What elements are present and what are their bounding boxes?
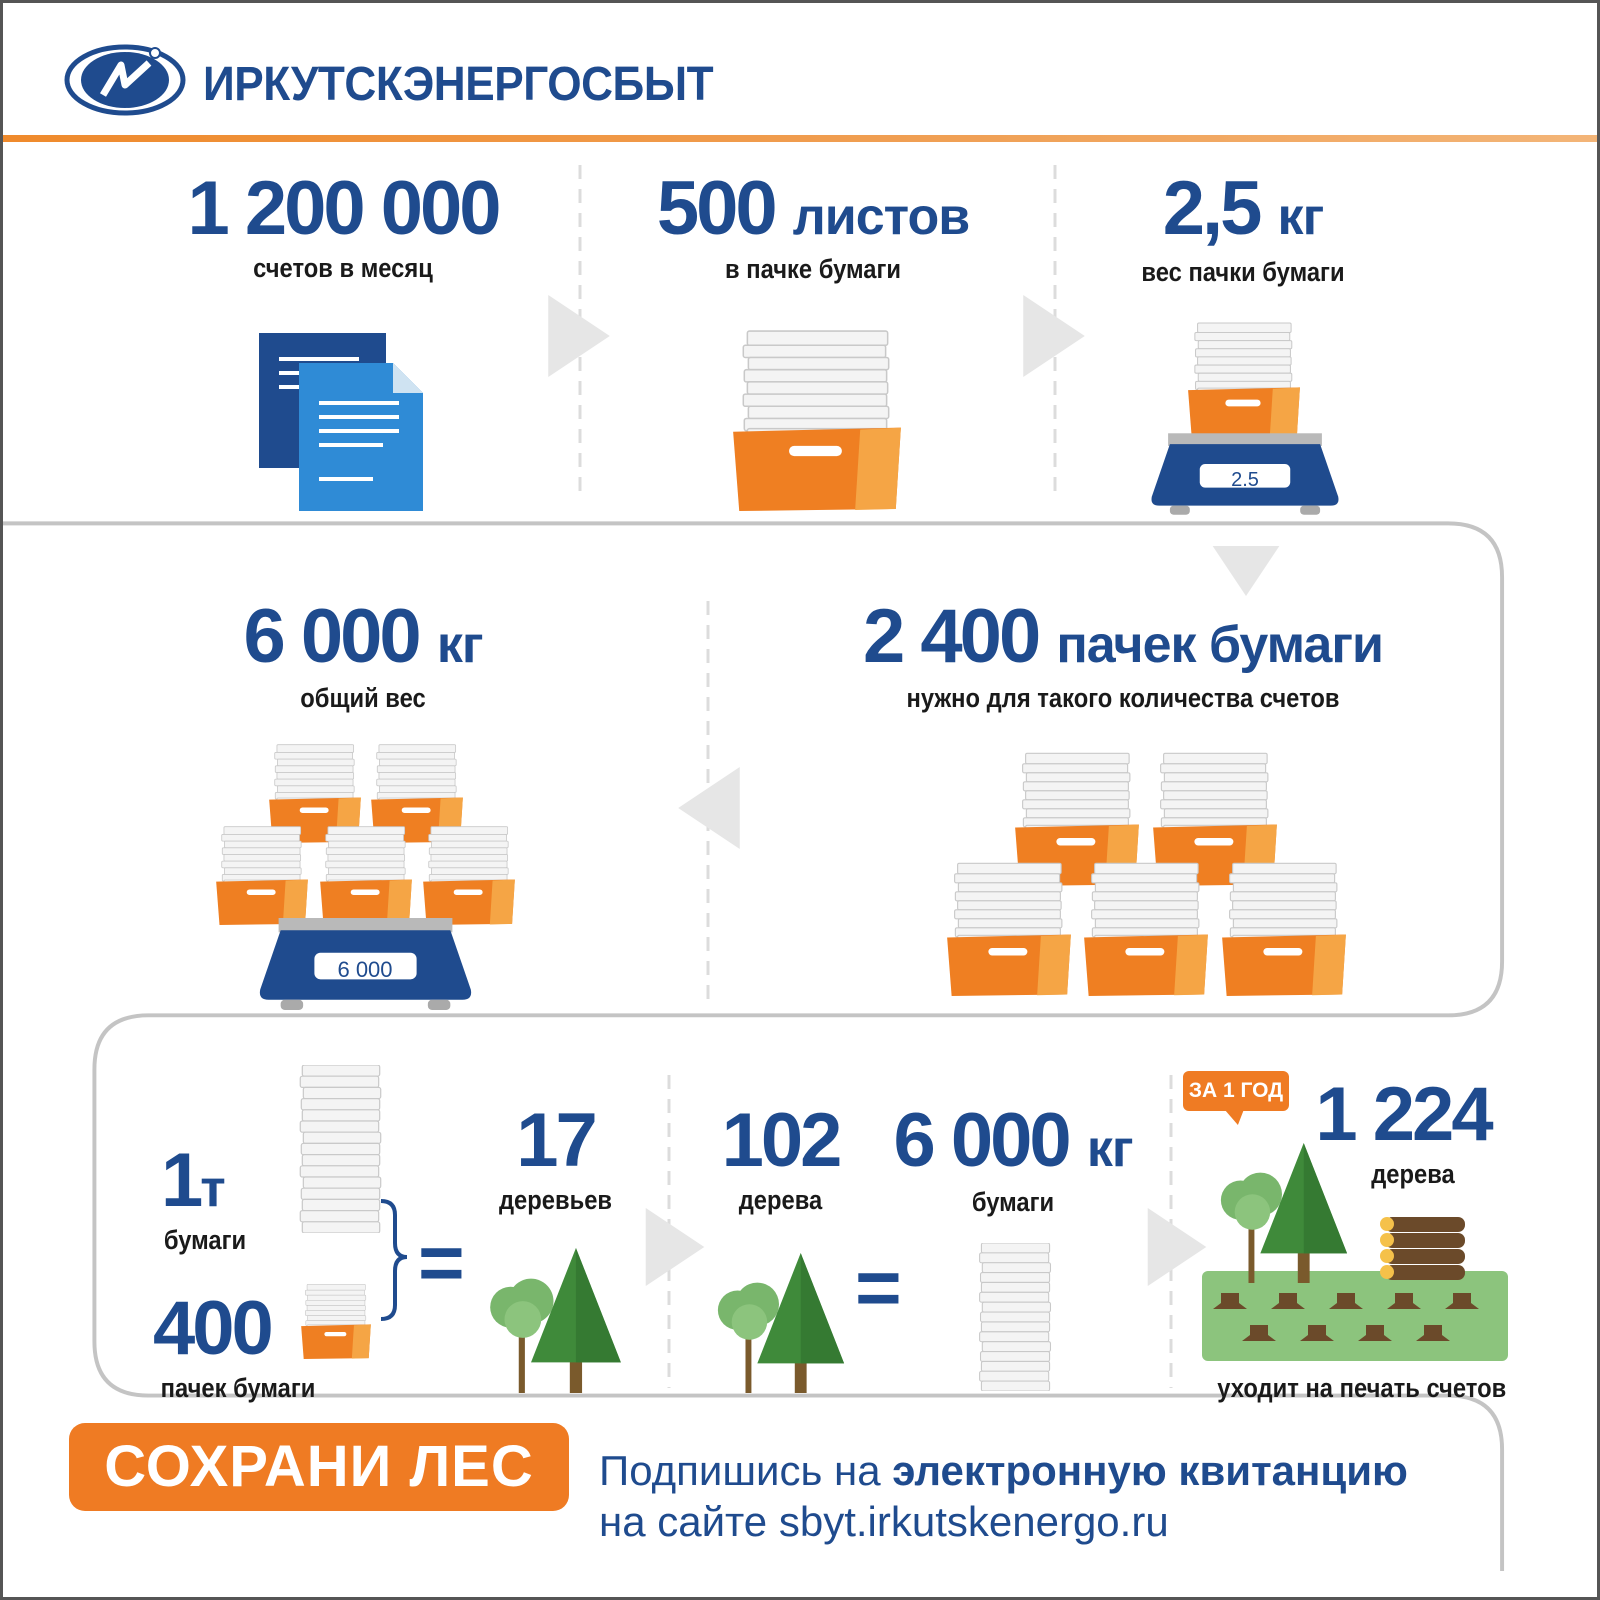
scale-display: 2.5 bbox=[1231, 469, 1259, 491]
sheets-per-pack-label: в пачке бумаги bbox=[725, 254, 901, 284]
site-line: на сайте sbyt.irkutskenergo.ru bbox=[599, 1501, 1169, 1543]
artwork: 2.5 6 000 bbox=[3, 44, 1597, 1572]
paper-box-icon bbox=[320, 827, 412, 925]
equals-sign: = bbox=[418, 1218, 465, 1307]
scale-icon: 6 000 bbox=[259, 918, 472, 1010]
unit: листов bbox=[792, 188, 970, 246]
equals-sign: = bbox=[855, 1243, 902, 1332]
trees-17-label: деревьев bbox=[498, 1185, 613, 1215]
brand-name: ИРКУТСКЭНЕРГОСБЫТ bbox=[203, 58, 714, 111]
value: 1 200 000 bbox=[187, 166, 501, 251]
site-link[interactable]: sbyt.irkutskenergo.ru bbox=[778, 1498, 1169, 1545]
forest-scene-icon bbox=[1202, 1143, 1508, 1361]
paper-box-icon bbox=[301, 1284, 371, 1359]
packs-label: пачек бумаги bbox=[160, 1373, 316, 1403]
save-forest-banner: СОХРАНИ ЛЕС bbox=[69, 1423, 569, 1511]
ton-label: бумаги bbox=[163, 1225, 247, 1255]
unit: т bbox=[200, 1160, 225, 1218]
invoices-per-month-label: счетов в месяц bbox=[253, 253, 433, 283]
packs-needed-label: нужно для такого количества счетов bbox=[906, 683, 1340, 713]
header-orange-rule bbox=[3, 135, 1597, 142]
value: 6 000 bbox=[243, 594, 422, 679]
pack-weight-value: 2,5 кг bbox=[1063, 171, 1423, 247]
scale-display: 6 000 bbox=[337, 957, 392, 982]
per-year-badge: ЗА 1 ГОД bbox=[1183, 1071, 1289, 1111]
invoices-per-month-value: 1 200 000 bbox=[133, 171, 553, 247]
paper-box-icon bbox=[423, 827, 515, 925]
section-border bbox=[3, 521, 1505, 1572]
trees-icon bbox=[717, 1253, 845, 1393]
unit: кг bbox=[1086, 1120, 1134, 1178]
logo-icon bbox=[64, 44, 186, 116]
total-weight-label: общий вес bbox=[300, 683, 426, 713]
value: 2,5 bbox=[1162, 166, 1263, 251]
documents-icon bbox=[259, 333, 423, 511]
trees-icon bbox=[490, 1248, 621, 1393]
trees-102-value: 102 bbox=[721, 1098, 843, 1183]
arrow-down-icon bbox=[1212, 546, 1280, 596]
paper-6000-label: бумаги bbox=[971, 1187, 1055, 1217]
unit: пачек бумаги bbox=[1056, 616, 1384, 674]
scale-icon: 2.5 bbox=[1151, 433, 1339, 515]
trees-per-year-caption: уходит на печать счетов bbox=[1217, 1373, 1507, 1403]
text: на сайте bbox=[599, 1498, 779, 1545]
unit: кг bbox=[1277, 188, 1325, 246]
packs-value: 400 bbox=[153, 1286, 274, 1371]
value: 2 400 bbox=[863, 594, 1041, 679]
value: 6 000 bbox=[893, 1098, 1072, 1183]
paper-stack-icon bbox=[978, 1243, 1052, 1391]
paper-box-icon bbox=[1084, 863, 1208, 996]
trees-102-label: дерева bbox=[738, 1185, 823, 1215]
ton-value: 1т bbox=[161, 1143, 226, 1219]
unit: кг bbox=[436, 616, 484, 674]
arrow-right-icon bbox=[1147, 1208, 1207, 1286]
trees-17-value: 17 bbox=[516, 1098, 598, 1183]
trees-per-year-label: дерева bbox=[1371, 1159, 1455, 1189]
paper-box-icon bbox=[947, 863, 1071, 996]
pack-weight-label: вес пачки бумаги bbox=[1141, 257, 1345, 287]
paper-box-icon bbox=[733, 331, 901, 511]
paper-box-icon bbox=[1188, 323, 1300, 443]
paper-box-icon bbox=[216, 827, 308, 925]
e-receipt-text: электронную квитанцию bbox=[892, 1447, 1408, 1494]
sheets-per-pack-value: 500 листов bbox=[593, 171, 1033, 247]
paper-stack-icon bbox=[299, 1065, 382, 1233]
subscribe-line: Подпишись на электронную квитанцию bbox=[599, 1450, 1408, 1492]
text: Подпишись на bbox=[599, 1447, 893, 1494]
paper-6000-value: 6 000 кг bbox=[883, 1103, 1143, 1179]
arrow-right-icon bbox=[645, 1208, 705, 1286]
trees-per-year-value: 1 224 bbox=[1315, 1072, 1493, 1157]
packs-needed-value: 2 400 пачек бумаги bbox=[763, 599, 1483, 675]
value: 1 bbox=[161, 1138, 203, 1223]
paper-box-icon bbox=[1222, 863, 1346, 996]
total-weight-value: 6 000 кг bbox=[163, 599, 563, 675]
value: 500 bbox=[656, 166, 778, 251]
brace-icon bbox=[380, 1199, 408, 1321]
